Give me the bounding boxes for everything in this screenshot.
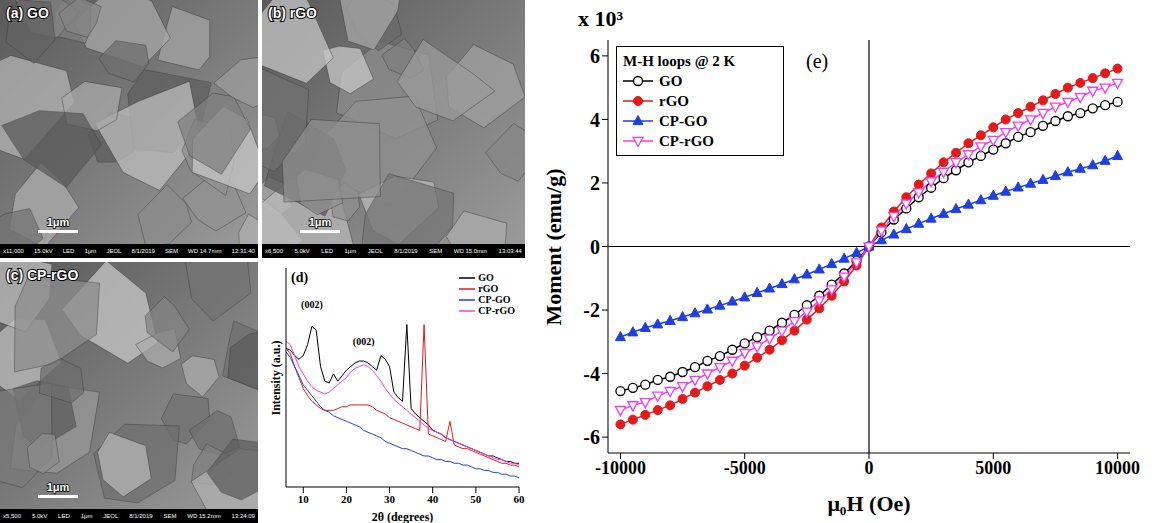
- svg-text:-4: -4: [583, 363, 600, 385]
- svg-text:40: 40: [427, 493, 439, 505]
- svg-text:4: 4: [590, 109, 600, 131]
- html-text:SEM: SEM: [163, 513, 177, 519]
- svg-text:-5000: -5000: [724, 458, 766, 478]
- svg-text:6: 6: [590, 45, 600, 67]
- html-text:8/1/2019: 8/1/2019: [394, 248, 418, 254]
- html-text:5.0kV: 5.0kV: [294, 248, 310, 254]
- svg-text:30: 30: [384, 493, 396, 505]
- svg-text:-10000: -10000: [595, 458, 646, 478]
- html-text:8/1/2019: 8/1/2019: [129, 513, 153, 519]
- html-text:x 10³: x 10³: [578, 6, 624, 31]
- html-text:x11,000: x11,000: [3, 248, 24, 254]
- html-text:GO: GO: [659, 73, 683, 89]
- svg-text:0: 0: [590, 236, 600, 258]
- html-text:CP-GO: CP-GO: [659, 113, 708, 129]
- svg-text:-2: -2: [583, 299, 600, 321]
- html-text:LED: LED: [62, 248, 75, 254]
- html-text:x6,500: x6,500: [265, 248, 283, 254]
- svg-text:60: 60: [514, 493, 526, 505]
- html-text:M-H loops @ 2 K: M-H loops @ 2 K: [623, 53, 736, 69]
- html-text:CP-rGO: CP-rGO: [659, 133, 714, 149]
- html-text:WD 15.0mm: WD 15.0mm: [453, 248, 488, 254]
- svg-text:0: 0: [865, 458, 874, 478]
- svg-text:(a) GO: (a) GO: [6, 5, 49, 21]
- html-text:1μm: 1μm: [80, 513, 93, 519]
- html-text:rGO: rGO: [478, 283, 499, 294]
- html-text:12:31:40: 12:31:40: [231, 248, 255, 254]
- html-text:LED: LED: [321, 248, 333, 254]
- html-text:WD 14.7mm: WD 14.7mm: [188, 248, 222, 254]
- html-text:Moment (emu/g): Moment (emu/g): [541, 168, 566, 325]
- html-text:CP-rGO: CP-rGO: [478, 305, 515, 316]
- svg-text:1μm: 1μm: [309, 216, 332, 228]
- svg-text:10000: 10000: [1095, 458, 1140, 478]
- html-text:1μm: 1μm: [84, 248, 97, 254]
- html-text:rGO: rGO: [659, 93, 689, 109]
- html-text:WD 15.2mm: WD 15.2mm: [187, 513, 221, 519]
- svg-text:10: 10: [298, 493, 310, 505]
- html-text:CP-GO: CP-GO: [478, 294, 511, 305]
- svg-text:(c) CP-rGO: (c) CP-rGO: [6, 267, 78, 283]
- svg-text:2: 2: [590, 172, 600, 194]
- svg-text:μ₀H (Oe): μ₀H (Oe): [827, 491, 910, 516]
- html-text:SEM: SEM: [429, 248, 443, 254]
- html-text:x5,500: x5,500: [3, 513, 21, 519]
- svg-text:-6: -6: [583, 426, 600, 448]
- svg-text:1μm: 1μm: [47, 216, 70, 228]
- html-text:13:24:09: 13:24:09: [231, 513, 255, 519]
- svg-text:20: 20: [341, 493, 353, 505]
- html-text:(e): (e): [806, 50, 829, 72]
- svg-text:50: 50: [470, 493, 482, 505]
- html-text:Intensity (a.u.): Intensity (a.u.): [268, 340, 283, 415]
- html-text:JEOL: JEOL: [103, 513, 119, 519]
- svg-text:(002): (002): [301, 299, 323, 311]
- html-text:LED: LED: [58, 513, 70, 519]
- html-text:1μm: 1μm: [344, 248, 357, 254]
- svg-text:(b) rGO: (b) rGO: [268, 5, 317, 21]
- html-text:JEOL: JEOL: [106, 248, 122, 254]
- html-text:5.0kV: 5.0kV: [31, 513, 48, 519]
- svg-text:(002): (002): [353, 336, 375, 348]
- svg-text:1μm: 1μm: [47, 481, 70, 493]
- html-text:13:03:44: 13:03:44: [498, 248, 522, 254]
- svg-text:5000: 5000: [975, 458, 1011, 478]
- html-text:JEOL: JEOL: [367, 248, 383, 254]
- html-text:8/1/2019: 8/1/2019: [131, 248, 155, 254]
- html-text:15.0kV: 15.0kV: [34, 248, 53, 254]
- html-text:(d): (d): [291, 270, 309, 285]
- html-text:GO: GO: [478, 272, 494, 283]
- html-text:SEM: SEM: [165, 248, 178, 254]
- svg-text:2θ (degrees): 2θ (degrees): [372, 510, 434, 523]
